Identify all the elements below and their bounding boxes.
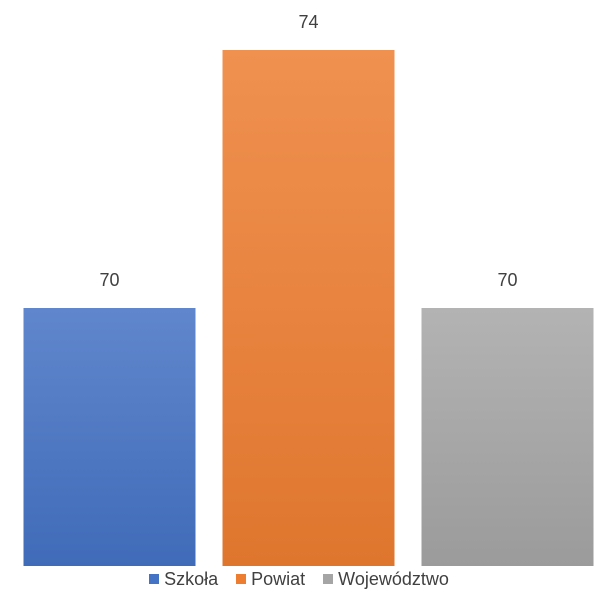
- legend-item-wojewodztwo: Województwo: [323, 569, 449, 590]
- legend-item-szkola: Szkoła: [149, 569, 218, 590]
- legend-label-wojewodztwo: Województwo: [338, 568, 449, 589]
- bars: [23, 50, 594, 566]
- data-label-szkola: 70: [99, 270, 119, 290]
- data-label-wojewodztwo: 70: [497, 270, 517, 290]
- bar-wojewodztwo: [421, 308, 594, 566]
- bar-chart: 70 74 70: [23, 12, 594, 566]
- legend-label-powiat: Powiat: [251, 568, 306, 589]
- legend-label-szkola: Szkoła: [164, 568, 219, 589]
- data-labels: 70 74 70: [99, 12, 517, 290]
- legend-swatch-szkola: [149, 574, 160, 584]
- bar-szkola: [23, 308, 196, 566]
- legend-swatch-wojewodztwo: [323, 574, 334, 584]
- bar-powiat: [222, 50, 395, 566]
- data-label-powiat: 74: [298, 12, 318, 32]
- legend-item-powiat: Powiat: [236, 569, 305, 590]
- legend: Szkoła Powiat Województwo: [0, 566, 598, 592]
- legend-swatch-powiat: [236, 574, 247, 584]
